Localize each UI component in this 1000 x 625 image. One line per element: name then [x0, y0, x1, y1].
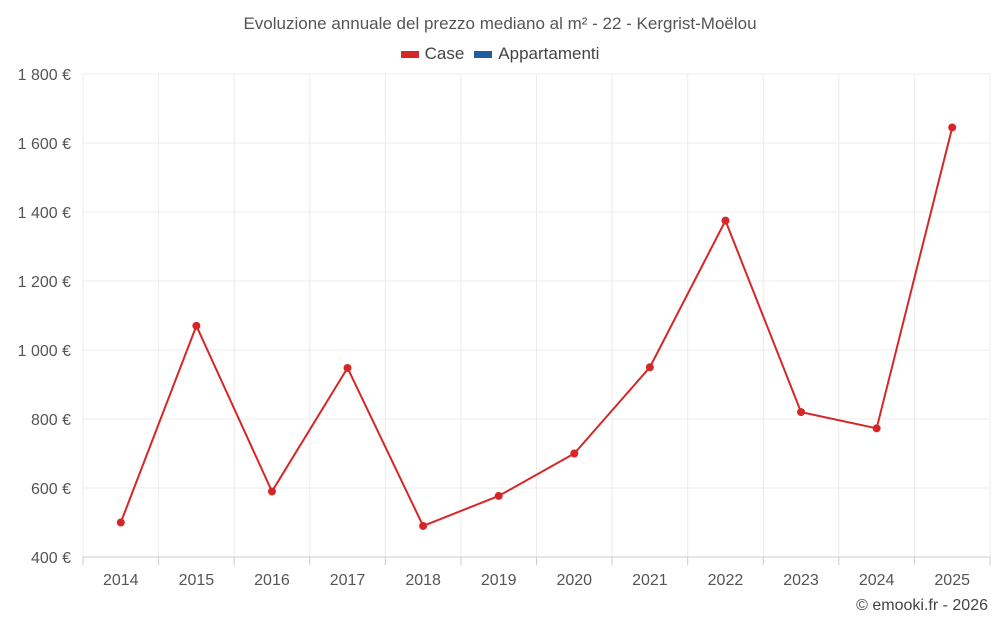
chart-title: Evoluzione annuale del prezzo mediano al… — [243, 14, 757, 33]
x-tick-label: 2019 — [481, 572, 517, 589]
legend-label-appartamenti: Appartamenti — [498, 44, 600, 63]
y-tick-label: 400 € — [31, 550, 71, 567]
data-point[interactable] — [494, 491, 503, 500]
x-tick-label: 2018 — [405, 572, 441, 589]
x-tick-label: 2016 — [254, 572, 290, 589]
data-point[interactable] — [267, 487, 276, 496]
data-point[interactable] — [645, 363, 654, 372]
y-tick-label: 1 000 € — [18, 343, 71, 360]
data-point[interactable] — [419, 521, 428, 530]
y-tick-label: 1 800 € — [18, 67, 71, 84]
y-tick-label: 800 € — [31, 412, 71, 429]
legend-item-case[interactable]: Case — [400, 44, 465, 64]
y-tick-label: 1 200 € — [18, 274, 71, 291]
legend-item-appartamenti[interactable]: Appartamenti — [474, 44, 599, 64]
series — [116, 123, 957, 530]
legend-swatch-appartamenti — [474, 50, 493, 58]
x-tick-label: 2023 — [783, 572, 819, 589]
data-point[interactable] — [797, 408, 806, 417]
data-point[interactable] — [872, 424, 881, 433]
x-tick-label: 2014 — [103, 572, 139, 589]
x-tick-label: 2015 — [179, 572, 215, 589]
x-tick-label: 2024 — [859, 572, 895, 589]
x-tick-label: 2020 — [556, 572, 592, 589]
x-tick-label: 2025 — [934, 572, 970, 589]
data-point[interactable] — [948, 123, 957, 132]
x-tick-label: 2021 — [632, 572, 668, 589]
legend-label-case: Case — [424, 44, 465, 63]
grid — [82, 73, 991, 558]
data-point[interactable] — [343, 363, 352, 372]
x-tick-label: 2022 — [708, 572, 744, 589]
series-line-case — [119, 127, 954, 527]
y-tick-label: 1 400 € — [18, 205, 71, 222]
data-point[interactable] — [192, 321, 201, 330]
legend-swatch-case — [400, 50, 419, 58]
data-point[interactable] — [570, 449, 579, 458]
credit-text: © emooki.fr - 2026 — [856, 597, 988, 614]
legend: Case Appartamenti — [0, 44, 1000, 64]
y-tick-label: 600 € — [31, 481, 71, 498]
x-tick-label: 2017 — [330, 572, 366, 589]
data-point[interactable] — [116, 518, 125, 527]
axes: 400 € 600 € 800 € 1 000 € 1 200 € 1 400 € 1 60… — [18, 67, 991, 589]
y-tick-label: 1 600 € — [18, 136, 71, 153]
data-point[interactable] — [721, 216, 730, 225]
